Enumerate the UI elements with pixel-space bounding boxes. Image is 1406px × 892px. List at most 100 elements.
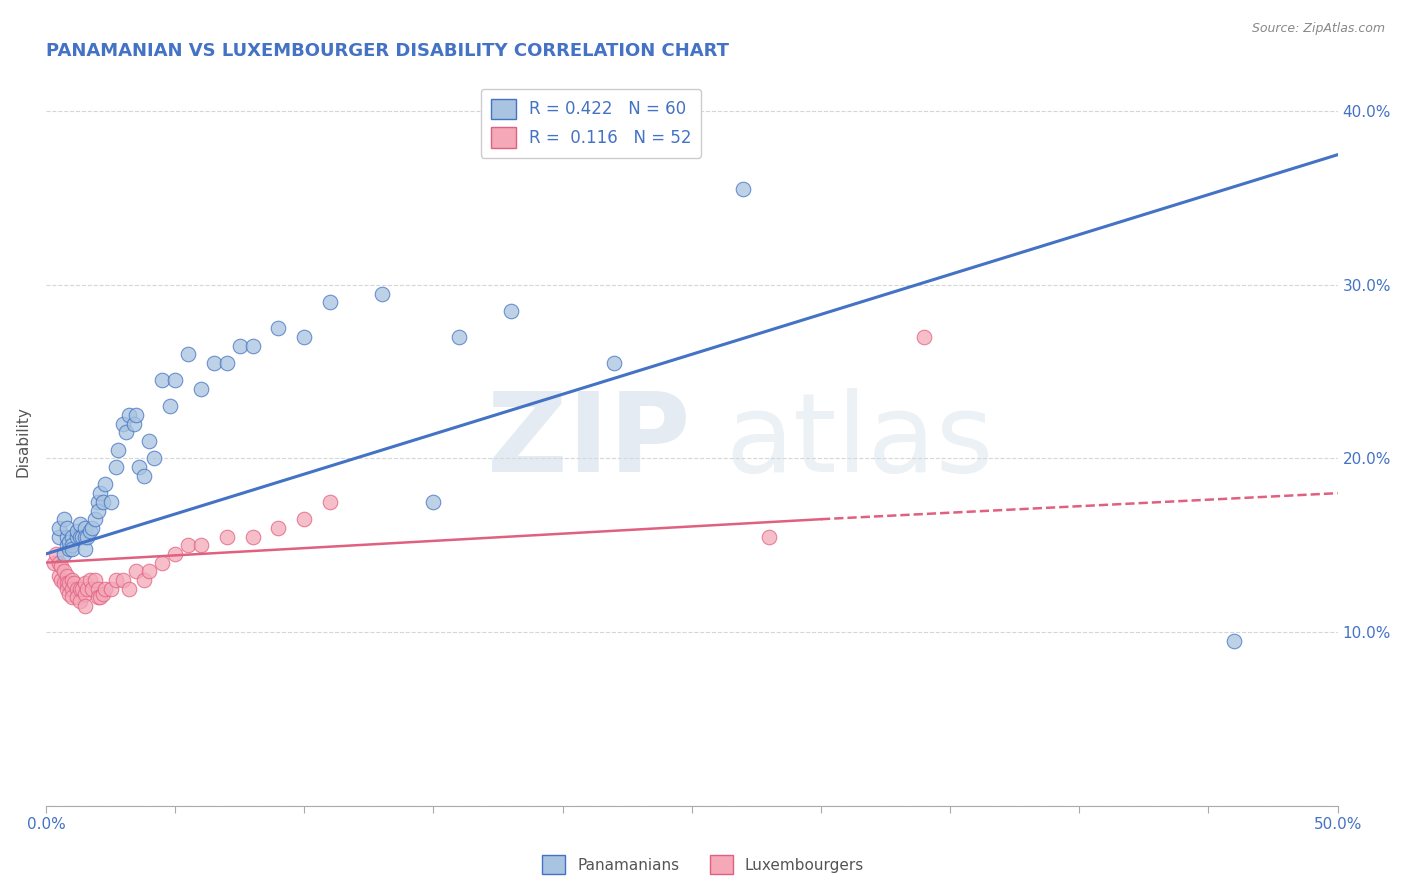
- Point: [48, 569, 70, 583]
- Point: [86, 495, 108, 509]
- Point: [215, 356, 238, 370]
- Point: [292, 512, 315, 526]
- Point: [55, 538, 77, 552]
- Point: [165, 373, 187, 387]
- Point: [55, 569, 77, 583]
- Point: [128, 460, 150, 475]
- Point: [94, 582, 117, 596]
- Point: [53, 512, 76, 526]
- Point: [58, 576, 80, 591]
- Point: [758, 530, 780, 544]
- Point: [51, 573, 73, 587]
- Point: [117, 408, 139, 422]
- Point: [100, 582, 122, 596]
- Point: [73, 587, 96, 601]
- Point: [138, 434, 160, 448]
- Point: [104, 460, 127, 475]
- Point: [82, 582, 104, 596]
- Point: [100, 495, 122, 509]
- Point: [91, 495, 114, 509]
- Point: [76, 582, 98, 596]
- Point: [449, 330, 471, 344]
- Point: [66, 591, 89, 605]
- Point: [53, 564, 76, 578]
- Point: [53, 576, 76, 591]
- Point: [150, 373, 173, 387]
- Point: [60, 591, 83, 605]
- Point: [66, 524, 89, 539]
- Point: [60, 530, 83, 544]
- Point: [292, 330, 315, 344]
- Point: [499, 304, 522, 318]
- Point: [267, 321, 290, 335]
- Point: [69, 530, 91, 544]
- Point: [53, 547, 76, 561]
- Point: [138, 564, 160, 578]
- Point: [89, 486, 111, 500]
- Point: [89, 591, 111, 605]
- Point: [117, 582, 139, 596]
- Point: [86, 591, 108, 605]
- Point: [422, 495, 444, 509]
- Text: PANAMANIAN VS LUXEMBOURGER DISABILITY CORRELATION CHART: PANAMANIAN VS LUXEMBOURGER DISABILITY CO…: [46, 42, 728, 60]
- Point: [42, 556, 65, 570]
- Point: [70, 530, 93, 544]
- Text: ZIP: ZIP: [486, 388, 690, 494]
- Point: [912, 330, 935, 344]
- Point: [58, 541, 80, 556]
- Point: [60, 573, 83, 587]
- Point: [73, 541, 96, 556]
- Point: [55, 530, 77, 544]
- Point: [63, 576, 86, 591]
- Point: [143, 451, 166, 466]
- Point: [104, 573, 127, 587]
- Point: [69, 594, 91, 608]
- Point: [190, 538, 212, 552]
- Point: [48, 521, 70, 535]
- Point: [73, 576, 96, 591]
- Point: [55, 582, 77, 596]
- Point: [66, 582, 89, 596]
- Point: [125, 408, 148, 422]
- Text: atlas: atlas: [725, 388, 994, 494]
- Point: [84, 512, 107, 526]
- Point: [122, 417, 145, 431]
- Point: [79, 524, 101, 539]
- Point: [733, 182, 755, 196]
- Point: [228, 338, 250, 352]
- Point: [94, 477, 117, 491]
- Point: [48, 530, 70, 544]
- Point: [51, 559, 73, 574]
- Point: [177, 347, 200, 361]
- Point: [60, 538, 83, 552]
- Point: [603, 356, 626, 370]
- Point: [1223, 633, 1246, 648]
- Point: [60, 582, 83, 596]
- Point: [319, 495, 342, 509]
- Point: [242, 338, 264, 352]
- Point: [76, 530, 98, 544]
- Point: [215, 530, 238, 544]
- Y-axis label: Disability: Disability: [15, 406, 30, 476]
- Point: [115, 425, 138, 440]
- Point: [165, 547, 187, 561]
- Point: [84, 573, 107, 587]
- Point: [177, 538, 200, 552]
- Point: [267, 521, 290, 535]
- Point: [134, 573, 156, 587]
- Point: [45, 547, 67, 561]
- Point: [73, 530, 96, 544]
- Point: [202, 356, 225, 370]
- Point: [242, 530, 264, 544]
- Point: [190, 382, 212, 396]
- Point: [112, 573, 135, 587]
- Point: [319, 295, 342, 310]
- Point: [91, 587, 114, 601]
- Point: [79, 573, 101, 587]
- Point: [107, 442, 129, 457]
- Point: [112, 417, 135, 431]
- Point: [69, 582, 91, 596]
- Point: [55, 576, 77, 591]
- Point: [55, 521, 77, 535]
- Point: [58, 534, 80, 549]
